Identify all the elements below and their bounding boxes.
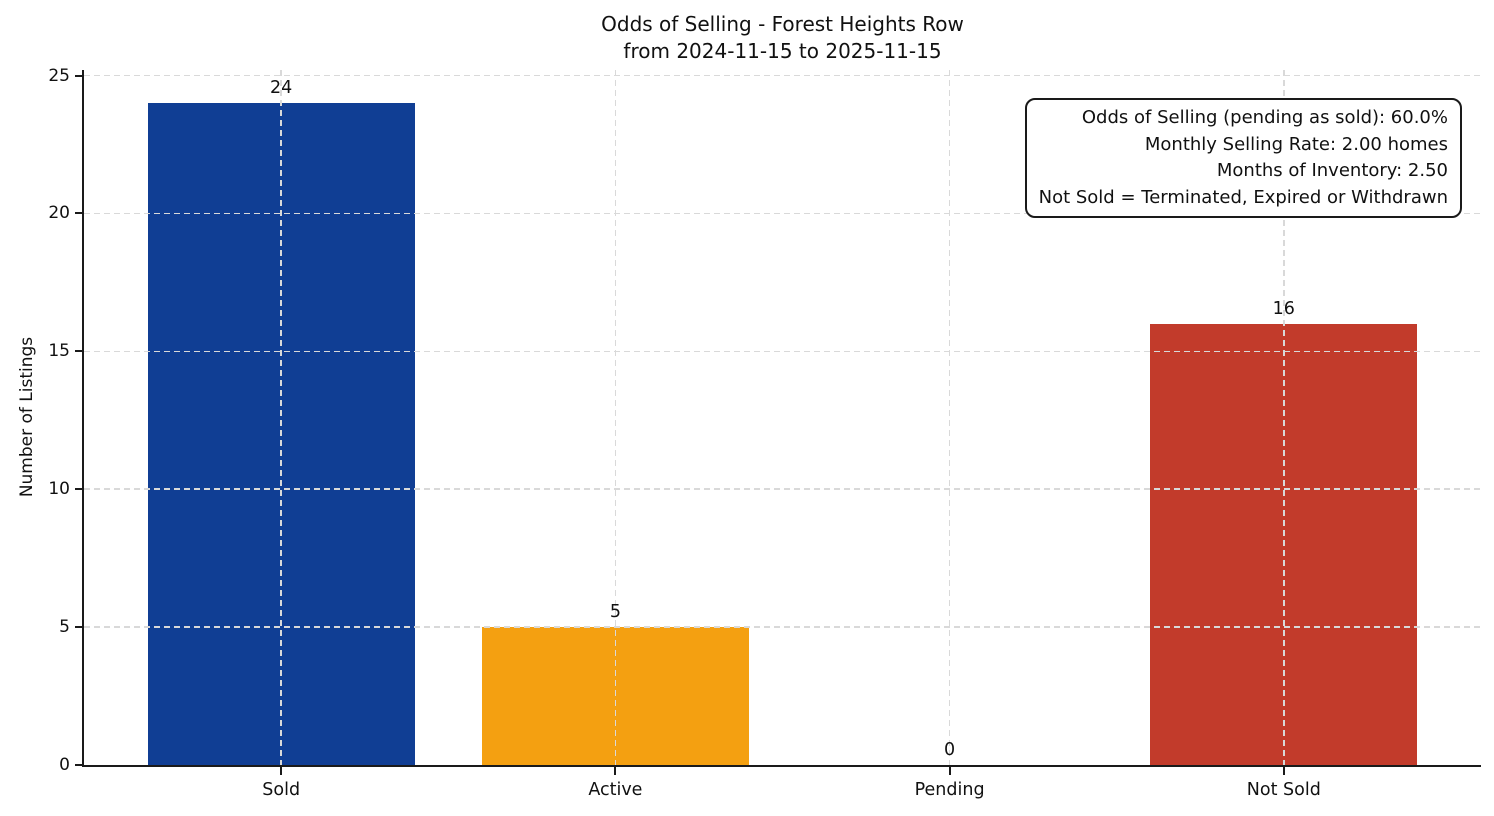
chart-title-line-2: from 2024-11-15 to 2025-11-15 — [623, 39, 942, 63]
bar-value-label-active: 5 — [609, 602, 621, 623]
x-tick-mark-sold — [280, 767, 283, 775]
x-tick-mark-pending — [948, 767, 951, 775]
left-spine — [82, 70, 84, 767]
x-tick-label-active: Active — [588, 780, 643, 800]
y-gridline-15 — [84, 350, 1481, 353]
x-gridline-not-sold — [1283, 70, 1285, 765]
x-gridline-sold — [280, 70, 282, 765]
y-tick-label-0: 0 — [59, 755, 70, 775]
chart-title: Odds of Selling - Forest Heights Row fro… — [84, 11, 1481, 65]
annotation-line-odds-of-selling: Odds of Selling (pending as sold): 60.0% — [1081, 107, 1448, 128]
x-tick-mark-not-sold — [1282, 767, 1285, 775]
y-gridline-20 — [84, 212, 1481, 215]
annotation-line-months-of-inventory: Months of Inventory: 2.50 — [1216, 160, 1448, 181]
x-tick-label-pending: Pending — [914, 780, 985, 800]
bar-value-label-pending: 0 — [944, 740, 956, 760]
y-tick-mark-5 — [75, 626, 83, 629]
y-gridline-5 — [84, 626, 1481, 628]
y-tick-mark-15 — [75, 350, 83, 353]
y-gridline-10 — [84, 488, 1481, 490]
y-tick-label-10: 10 — [48, 479, 70, 500]
y-tick-label-5: 5 — [59, 617, 70, 638]
y-tick-mark-20 — [75, 212, 83, 215]
y-tick-label-20: 20 — [48, 203, 70, 224]
x-tick-mark-active — [614, 767, 617, 775]
annotation-line-monthly-selling-rate: Monthly Selling Rate: 2.00 homes — [1144, 133, 1448, 155]
y-gridline-25 — [84, 74, 1481, 77]
annotation-box: Odds of Selling (pending as sold): 60.0%… — [1024, 98, 1462, 218]
y-tick-mark-0 — [75, 764, 83, 766]
y-tick-mark-10 — [75, 488, 83, 491]
x-gridline-active — [614, 70, 617, 765]
annotation-line-not-sold-definition: Not Sold = Terminated, Expired or Withdr… — [1038, 186, 1448, 208]
bar-value-label-sold: 24 — [270, 78, 293, 99]
bar-value-label-not-sold: 16 — [1272, 298, 1295, 319]
bottom-spine — [82, 765, 1481, 767]
chart-title-line-1: Odds of Selling - Forest Heights Row — [601, 12, 964, 36]
y-tick-label-15: 15 — [48, 341, 70, 362]
y-tick-label-25: 25 — [48, 65, 70, 86]
x-tick-label-not-sold: Not Sold — [1246, 780, 1321, 800]
x-tick-label-sold: Sold — [262, 780, 301, 800]
y-tick-mark-25 — [75, 74, 83, 77]
x-gridline-pending — [948, 70, 951, 765]
